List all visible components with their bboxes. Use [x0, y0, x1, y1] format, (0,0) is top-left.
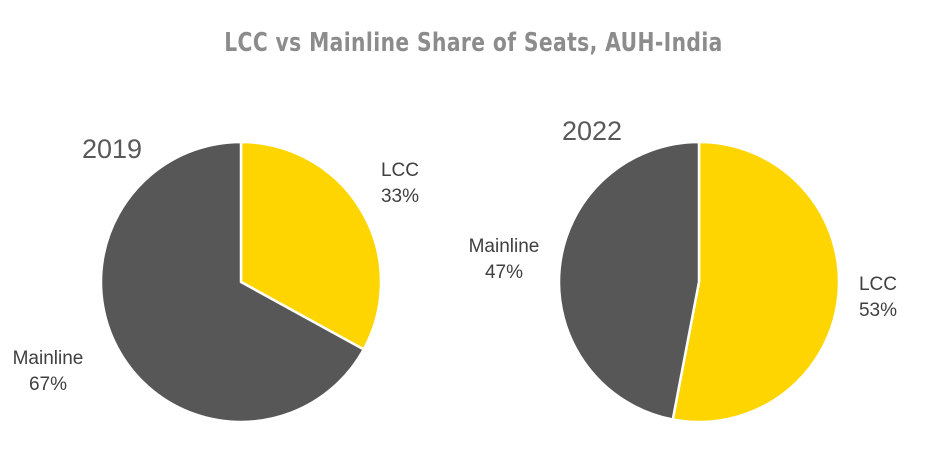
- data-label-value-lcc-2022: 53%: [859, 300, 897, 321]
- data-label-name-lcc-2022: LCC: [859, 274, 897, 295]
- data-label-name-mainline-2019: Mainline: [13, 348, 84, 369]
- data-label-name-lcc-2019: LCC: [381, 160, 419, 181]
- chart-title: LCC vs Mainline Share of Seats, AUH-Indi…: [224, 28, 723, 58]
- year-label-2022: 2022: [562, 116, 622, 146]
- data-label-value-mainline-2022: 47%: [485, 262, 523, 283]
- slice-lcc-2019: [239, 140, 383, 351]
- slice-mainline-2019: [99, 140, 365, 424]
- data-label-value-mainline-2019: 67%: [29, 374, 67, 395]
- slice-lcc-2022: [671, 140, 841, 424]
- data-label-name-mainline-2022: Mainline: [469, 236, 540, 257]
- pie-2019: 2019 LCC 33% Mainline 67%: [13, 134, 419, 424]
- slice-mainline-2022: [557, 140, 701, 421]
- pie-2022: 2022 LCC 53% Mainline 47%: [469, 116, 897, 424]
- data-label-value-lcc-2019: 33%: [381, 186, 419, 207]
- year-label-2019: 2019: [82, 134, 142, 164]
